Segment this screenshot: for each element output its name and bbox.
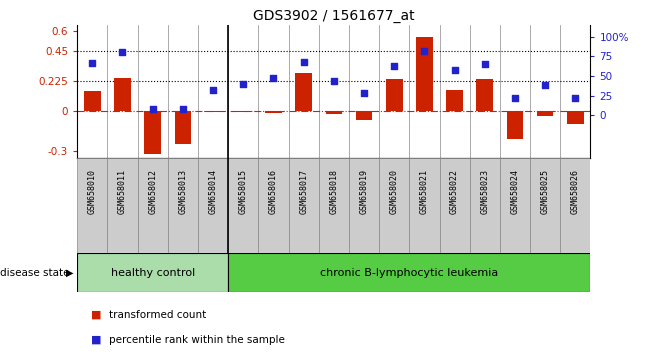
Bar <box>265 111 282 113</box>
Bar <box>258 158 289 253</box>
Point <box>208 87 219 93</box>
Bar <box>228 158 258 253</box>
Bar <box>107 158 138 253</box>
Point <box>450 68 460 73</box>
Bar <box>114 78 131 111</box>
Bar <box>198 158 228 253</box>
Point <box>117 50 128 55</box>
Bar <box>446 90 463 111</box>
Bar <box>409 158 440 253</box>
Bar <box>77 253 228 292</box>
Point <box>87 60 98 65</box>
Text: GSM658023: GSM658023 <box>480 169 489 214</box>
Point <box>299 59 309 64</box>
Text: GDS3902 / 1561677_at: GDS3902 / 1561677_at <box>253 9 415 23</box>
Point <box>510 95 521 101</box>
Point <box>359 90 370 96</box>
Bar <box>289 158 319 253</box>
Text: GSM658013: GSM658013 <box>178 169 187 214</box>
Bar <box>379 158 409 253</box>
Bar <box>77 158 107 253</box>
Bar <box>174 111 191 144</box>
Bar <box>416 37 433 111</box>
Text: GSM658016: GSM658016 <box>269 169 278 214</box>
Point <box>178 106 189 112</box>
Text: GSM658024: GSM658024 <box>511 169 519 214</box>
Text: GSM658026: GSM658026 <box>571 169 580 214</box>
Text: GSM658025: GSM658025 <box>541 169 550 214</box>
Bar <box>500 158 530 253</box>
Bar <box>84 91 101 111</box>
Text: GSM658020: GSM658020 <box>390 169 399 214</box>
Text: ■: ■ <box>91 310 101 320</box>
Point <box>329 79 340 84</box>
Text: GSM658019: GSM658019 <box>360 169 368 214</box>
Text: GSM658021: GSM658021 <box>420 169 429 214</box>
Text: GSM658014: GSM658014 <box>209 169 217 214</box>
Text: GSM658018: GSM658018 <box>329 169 338 214</box>
Bar <box>537 111 554 116</box>
Point <box>238 81 249 87</box>
Bar <box>440 158 470 253</box>
Point <box>148 106 158 112</box>
Text: GSM658022: GSM658022 <box>450 169 459 214</box>
Text: GSM658011: GSM658011 <box>118 169 127 214</box>
Text: healthy control: healthy control <box>111 268 195 278</box>
Bar <box>168 158 198 253</box>
Text: percentile rank within the sample: percentile rank within the sample <box>109 335 285 345</box>
Bar <box>356 111 372 120</box>
Bar <box>507 111 523 139</box>
Point <box>540 82 551 88</box>
Bar <box>295 73 312 111</box>
Bar <box>349 158 379 253</box>
Bar <box>235 111 252 112</box>
Point <box>268 75 279 81</box>
Point <box>419 48 430 53</box>
Text: transformed count: transformed count <box>109 310 207 320</box>
Bar <box>476 79 493 111</box>
Bar <box>325 111 342 114</box>
Bar <box>470 158 500 253</box>
Bar <box>560 158 590 253</box>
Text: ■: ■ <box>91 335 101 345</box>
Bar <box>567 111 584 124</box>
Point <box>570 95 581 101</box>
Text: GSM658012: GSM658012 <box>148 169 157 214</box>
Bar <box>530 158 560 253</box>
Text: GSM658010: GSM658010 <box>88 169 97 214</box>
Text: GSM658017: GSM658017 <box>299 169 308 214</box>
Text: ▶: ▶ <box>66 268 74 278</box>
Text: disease state: disease state <box>0 268 70 278</box>
Bar <box>228 253 590 292</box>
Bar <box>144 111 161 154</box>
Text: chronic B-lymphocytic leukemia: chronic B-lymphocytic leukemia <box>320 268 499 278</box>
Point <box>389 64 400 69</box>
Bar <box>319 158 349 253</box>
Bar <box>138 158 168 253</box>
Text: GSM658015: GSM658015 <box>239 169 248 214</box>
Point <box>480 61 491 67</box>
Bar <box>386 79 403 111</box>
Bar <box>205 111 221 112</box>
